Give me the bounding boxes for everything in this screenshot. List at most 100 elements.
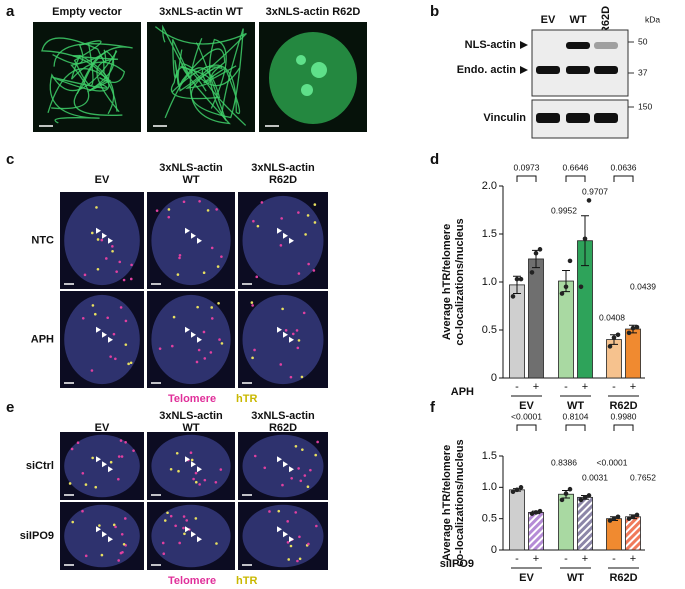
focus: [90, 369, 94, 372]
bar: [558, 280, 574, 379]
column-header: 3xNLS-actin: [251, 410, 315, 422]
marker-label: 150: [638, 101, 652, 111]
data-point: [510, 294, 516, 299]
column-header: R62D: [269, 174, 297, 186]
data-point: [518, 276, 524, 282]
focus: [192, 477, 195, 481]
y-tick-label: 2.0: [482, 180, 497, 192]
arrowhead: [289, 237, 294, 244]
focus: [281, 307, 284, 311]
data-point: [586, 198, 592, 203]
focus: [218, 338, 221, 341]
focus: [203, 357, 207, 360]
bar: [558, 493, 574, 551]
p-value: <0.0001: [597, 457, 628, 467]
legend-label: Telomere: [168, 575, 216, 587]
p-value: 0.0408: [599, 312, 625, 322]
marker-label: 37: [638, 67, 648, 77]
data-point: [626, 330, 632, 336]
focus: [182, 515, 186, 518]
band: [536, 113, 560, 123]
focus: [250, 301, 254, 304]
column-header: 3xNLS-actin R62D: [266, 6, 361, 18]
y-tick-label: 0.5: [482, 324, 497, 336]
focus: [253, 348, 256, 352]
p-value: 0.6646: [563, 162, 589, 172]
focus: [129, 277, 133, 281]
data-point: [634, 324, 640, 330]
focus: [298, 557, 302, 561]
focus: [196, 305, 199, 309]
data-point: [537, 508, 543, 514]
data-point: [529, 511, 535, 516]
column-header: 3xNLS-actin: [251, 162, 315, 174]
p-value: 0.8104: [563, 411, 589, 421]
arrowhead: [96, 526, 101, 533]
data-point: [630, 514, 636, 520]
x-tick-label: +: [630, 553, 636, 565]
nucleus: [64, 504, 140, 568]
focus: [169, 514, 173, 518]
bar: [577, 496, 593, 551]
x-tick-label: +: [582, 553, 588, 565]
arrowhead: [191, 461, 196, 468]
arrowhead: [108, 466, 113, 473]
arrowhead: [185, 456, 190, 463]
focus: [119, 551, 123, 555]
group-label: EV: [519, 572, 534, 584]
focus: [307, 262, 310, 266]
data-point: [514, 487, 520, 493]
y-axis-label: co-localizations/nucleus: [454, 218, 466, 345]
arrowhead: [289, 536, 294, 543]
y-tick-label: 1.0: [482, 276, 497, 288]
data-point: [529, 270, 535, 275]
focus: [251, 304, 254, 307]
nucleus: [242, 195, 324, 286]
focus: [220, 255, 223, 258]
focus: [124, 343, 128, 346]
focus: [255, 275, 259, 279]
focus: [163, 519, 167, 522]
focus: [252, 219, 255, 223]
focus: [122, 278, 126, 282]
bar: [509, 489, 525, 551]
data-point: [634, 512, 640, 518]
group-label: WT: [567, 400, 584, 412]
data-point: [514, 276, 520, 282]
focus: [96, 267, 100, 271]
data-point: [582, 236, 588, 242]
band-label: NLS-actin: [465, 39, 517, 51]
focus: [260, 201, 264, 204]
focus: [202, 330, 206, 334]
nucleus: [64, 434, 140, 498]
focus: [219, 468, 223, 471]
comparison-bracket: [613, 175, 634, 182]
focus: [185, 519, 189, 522]
focus: [312, 269, 316, 272]
arrowhead: [197, 536, 202, 543]
y-tick-label: 0: [491, 372, 497, 384]
arrowhead: [185, 326, 190, 333]
nucleus: [151, 294, 231, 385]
focus: [215, 542, 218, 545]
focus: [119, 439, 123, 442]
nucleus: [269, 32, 357, 124]
y-tick-label: 1.5: [482, 450, 497, 462]
arrowhead: [96, 456, 101, 463]
legend-label: hTR: [236, 575, 257, 587]
focus: [306, 485, 310, 489]
p-value: 0.0636: [611, 162, 637, 172]
data-point: [563, 491, 569, 496]
focus: [290, 476, 293, 480]
focus: [90, 231, 94, 235]
comparison-bracket: [516, 424, 537, 431]
focus: [210, 306, 214, 309]
focus: [127, 362, 130, 366]
focus: [206, 209, 210, 212]
comparison-bracket: [565, 175, 586, 182]
focus: [155, 209, 159, 212]
arrowhead: [283, 232, 288, 239]
focus: [122, 542, 126, 546]
focus: [84, 483, 88, 486]
y-axis-label: Average hTR/telomere: [441, 224, 453, 340]
